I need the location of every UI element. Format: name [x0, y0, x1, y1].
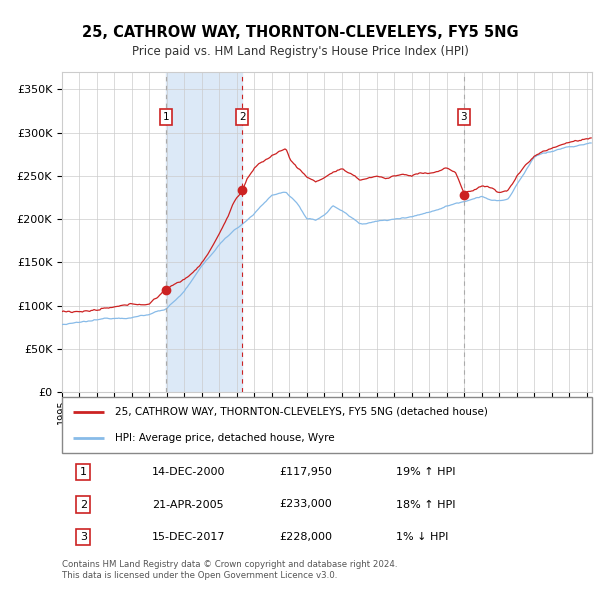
Text: 18% ↑ HPI: 18% ↑ HPI [396, 500, 455, 510]
Text: Contains HM Land Registry data © Crown copyright and database right 2024.: Contains HM Land Registry data © Crown c… [62, 560, 398, 569]
FancyBboxPatch shape [62, 397, 592, 453]
Text: 3: 3 [80, 532, 87, 542]
Text: This data is licensed under the Open Government Licence v3.0.: This data is licensed under the Open Gov… [62, 571, 337, 580]
Bar [166, 72, 242, 392]
Text: 1% ↓ HPI: 1% ↓ HPI [396, 532, 448, 542]
Text: £233,000: £233,000 [279, 500, 332, 510]
Text: 3: 3 [460, 112, 467, 122]
Text: 19% ↑ HPI: 19% ↑ HPI [396, 467, 455, 477]
Text: 2: 2 [80, 500, 87, 510]
Text: 25, CATHROW WAY, THORNTON-CLEVELEYS, FY5 5NG: 25, CATHROW WAY, THORNTON-CLEVELEYS, FY5… [82, 25, 518, 40]
Text: 1: 1 [80, 467, 87, 477]
Text: 21-APR-2005: 21-APR-2005 [152, 500, 224, 510]
Text: Price paid vs. HM Land Registry's House Price Index (HPI): Price paid vs. HM Land Registry's House … [131, 45, 469, 58]
Text: 15-DEC-2017: 15-DEC-2017 [152, 532, 226, 542]
Text: £117,950: £117,950 [279, 467, 332, 477]
Text: 2: 2 [239, 112, 245, 122]
Text: £228,000: £228,000 [279, 532, 332, 542]
Text: 1: 1 [163, 112, 170, 122]
Text: 14-DEC-2000: 14-DEC-2000 [152, 467, 226, 477]
Text: HPI: Average price, detached house, Wyre: HPI: Average price, detached house, Wyre [115, 433, 335, 443]
Text: 25, CATHROW WAY, THORNTON-CLEVELEYS, FY5 5NG (detached house): 25, CATHROW WAY, THORNTON-CLEVELEYS, FY5… [115, 407, 488, 417]
